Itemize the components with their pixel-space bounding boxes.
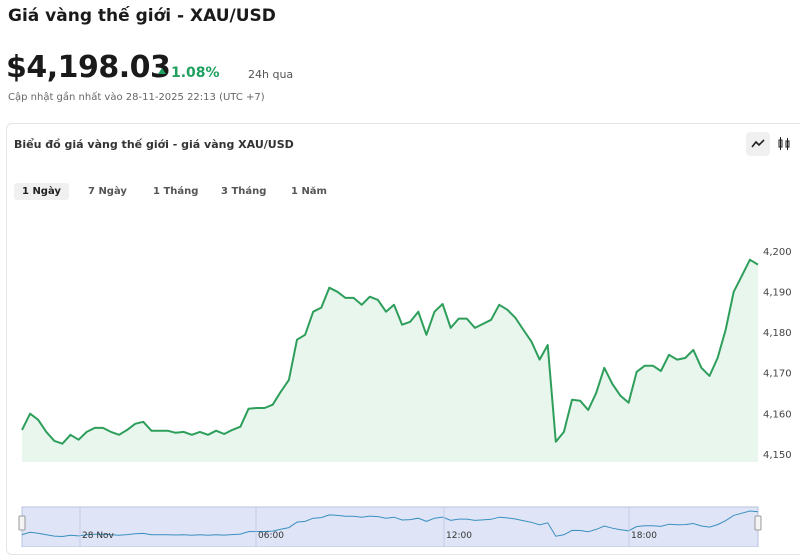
y-tick-label: 4,190 bbox=[763, 287, 792, 298]
navigator-bg bbox=[21, 506, 759, 547]
line-icon bbox=[751, 139, 765, 148]
card-title: Biểu đồ giá vàng thế giới - giá vàng XAU… bbox=[14, 138, 294, 151]
navigator-handle bbox=[18, 515, 26, 531]
page-title: Giá vàng thế giới - XAU/USD bbox=[8, 6, 276, 26]
navigator-label: 06:00 bbox=[258, 531, 284, 541]
y-tick-label: 4,200 bbox=[763, 247, 792, 258]
updated-time: Cập nhật gần nhất vào 28-11-2025 22:13 (… bbox=[8, 92, 265, 103]
time-tab[interactable]: 7 Ngày bbox=[88, 186, 127, 197]
area bbox=[22, 259, 758, 462]
y-tick-label: 4,180 bbox=[763, 328, 792, 339]
navigator-label: 18:00 bbox=[631, 531, 657, 541]
navigator-label: 28 Nov bbox=[82, 531, 115, 541]
navigator-handle bbox=[754, 515, 762, 531]
time-tab[interactable]: 1 Tháng bbox=[153, 186, 199, 197]
price: $4,198.03 bbox=[6, 50, 171, 85]
change-period: 24h qua bbox=[248, 68, 294, 81]
y-tick-label: 4,150 bbox=[763, 450, 792, 461]
time-tab[interactable]: 1 Năm bbox=[291, 186, 327, 197]
time-tab[interactable]: 1 Ngày bbox=[14, 183, 69, 200]
candle-icon bbox=[778, 137, 790, 150]
line-chart-button[interactable] bbox=[746, 132, 770, 156]
y-tick-label: 4,160 bbox=[763, 409, 792, 420]
price-line bbox=[21, 258, 759, 445]
price-change: 1.08% bbox=[171, 65, 220, 81]
navigator-line bbox=[21, 510, 759, 538]
candle-chart-button[interactable] bbox=[772, 132, 796, 156]
y-tick-label: 4,170 bbox=[763, 369, 792, 380]
up-arrow bbox=[158, 68, 166, 74]
navigator-label: 12:00 bbox=[446, 531, 472, 541]
time-tab[interactable]: 3 Tháng bbox=[221, 186, 267, 197]
